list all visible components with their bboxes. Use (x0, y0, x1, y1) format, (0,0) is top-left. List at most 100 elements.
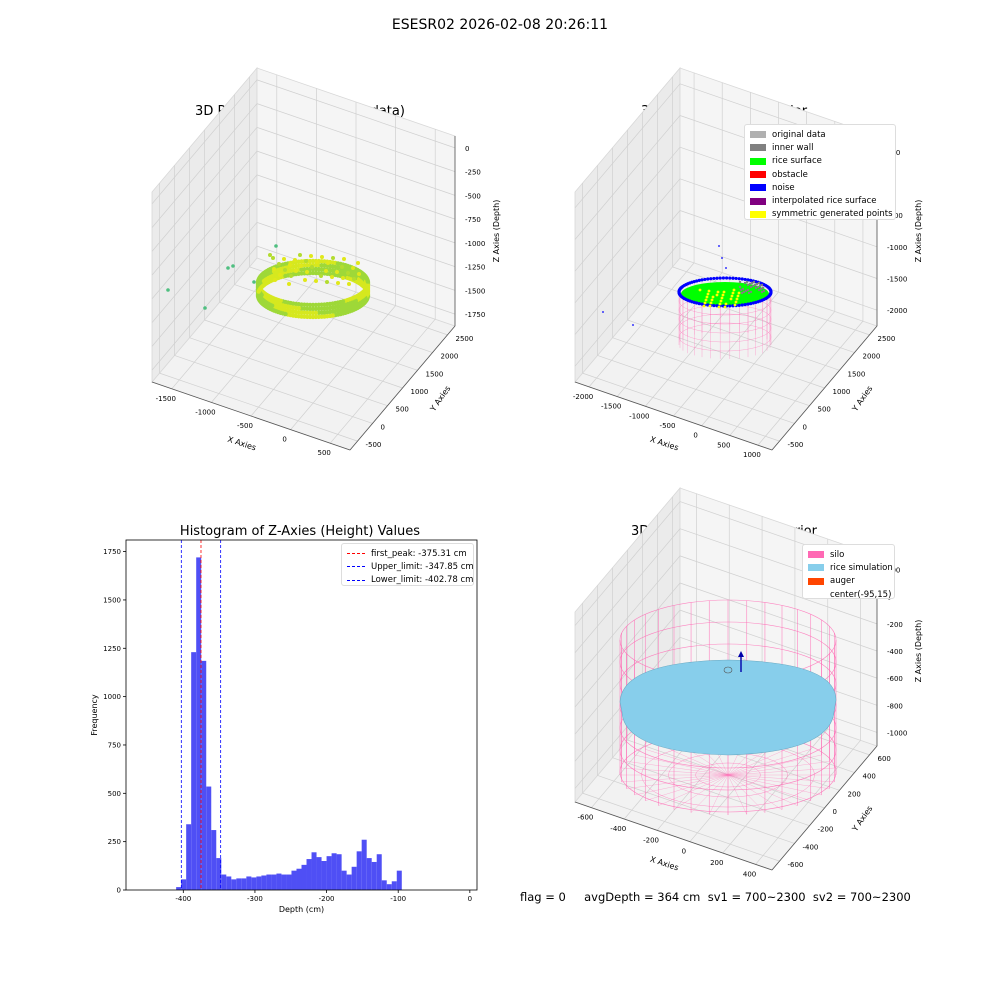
legend-item-lower-limit: Lower_limit: -402.78 cm (347, 574, 473, 587)
inner-wall-point (762, 289, 766, 293)
legend-item-first-peak: first_peak: -375.31 cm (347, 547, 468, 560)
legend-swatch (750, 197, 766, 205)
noise-point (734, 276, 738, 281)
y-tick-label: 200 (848, 790, 861, 798)
y-tick-label: 2000 (863, 353, 881, 361)
legend-swatch (808, 591, 824, 598)
y-tick-label: -400 (803, 843, 819, 851)
silo-floor-spoke (658, 744, 729, 776)
noise-point (749, 302, 753, 306)
grid-line (597, 775, 795, 844)
grid-line (574, 115, 681, 240)
histogram-bar (261, 875, 267, 890)
grid-line (574, 178, 681, 304)
data-point (346, 271, 350, 275)
grid-line (159, 372, 358, 442)
data-point (341, 276, 345, 280)
inner-wall-point (739, 288, 743, 292)
y-axis-line (349, 325, 456, 451)
data-point (320, 255, 324, 259)
x-axis-label: Depth (cm) (279, 905, 324, 914)
symmetric-point (706, 292, 710, 296)
data-point (299, 264, 303, 268)
x-tick-label: -1000 (195, 408, 215, 416)
data-point (293, 258, 297, 262)
histogram-bar (331, 853, 337, 890)
grid-line (174, 355, 373, 424)
grid-line (582, 792, 780, 862)
noise-point (725, 267, 727, 269)
inner-wall-point (741, 287, 745, 291)
symmetric-point (722, 290, 726, 294)
data-point (288, 263, 292, 267)
x-tick-label: -400 (610, 825, 626, 833)
data-point (365, 283, 371, 289)
grid-line (574, 83, 681, 209)
grid-line (642, 301, 840, 371)
inner-wall-point (750, 281, 754, 285)
data-point (298, 253, 302, 257)
x-tick-label: -1500 (156, 395, 176, 403)
grid-line (219, 301, 418, 371)
y-tick-label: -500 (366, 441, 382, 449)
symmetric-point (723, 305, 727, 309)
z-tick-label: -1750 (465, 311, 485, 319)
inner-wall-point (749, 285, 753, 289)
data-point (315, 260, 319, 264)
data-point (294, 269, 298, 273)
symmetric-point (720, 296, 724, 300)
legend-swatch (750, 144, 766, 152)
symmetric-point (734, 300, 738, 304)
center-marker (723, 666, 733, 674)
z-tick-label: -200 (887, 621, 903, 629)
noise-point (725, 276, 729, 280)
grid-line (582, 372, 780, 442)
data-point (274, 244, 278, 248)
legend-item-symmetric: symmetric generated points (750, 208, 893, 221)
y-tick-label: 500 (108, 790, 121, 798)
panel3-legend: first_peak: -375.31 cm Upper_limit: -347… (341, 543, 474, 586)
symmetric-point (715, 293, 719, 297)
data-point (231, 264, 235, 268)
y-tick-label: 600 (878, 755, 891, 763)
histogram-bar (376, 854, 382, 890)
data-point (273, 278, 277, 282)
grid-line (256, 103, 456, 172)
symmetric-point (733, 303, 737, 307)
legend-line (347, 553, 365, 555)
data-point (347, 282, 351, 286)
histogram-bar (316, 857, 322, 890)
histogram-bar (281, 874, 287, 890)
noise-point (700, 278, 704, 282)
z-tick-label: -1500 (465, 287, 485, 295)
grid-line (256, 150, 456, 220)
inner-wall-point (753, 283, 757, 287)
data-point (305, 270, 309, 274)
data-point (304, 259, 308, 263)
x-axis-line (574, 801, 773, 871)
symmetric-point (724, 302, 728, 306)
grid-line (256, 198, 456, 267)
plot-frame (125, 539, 478, 891)
data-point (278, 273, 282, 277)
data-point (283, 268, 287, 272)
legend-swatch (750, 157, 766, 165)
z-tick-label: -400 (887, 648, 903, 656)
histogram-bar (371, 861, 377, 890)
data-point (325, 280, 329, 284)
data-point (330, 275, 334, 279)
silo-floor-spoke (690, 774, 729, 813)
y-axis-line (771, 745, 878, 871)
grid-line (189, 337, 388, 407)
x-tick-label: -1000 (629, 412, 649, 420)
histogram-bar (336, 854, 342, 890)
legend-item-rice-surface: rice surface (750, 155, 890, 168)
data-point (336, 281, 340, 285)
inner-wall-point (760, 283, 764, 287)
legend-swatch (808, 564, 824, 572)
y-tick-label: 1750 (103, 548, 121, 556)
inner-wall-point (751, 284, 755, 288)
grid-line (204, 319, 403, 389)
x-tick-label: -1500 (601, 403, 621, 411)
x-tick-label: -200 (319, 895, 335, 903)
